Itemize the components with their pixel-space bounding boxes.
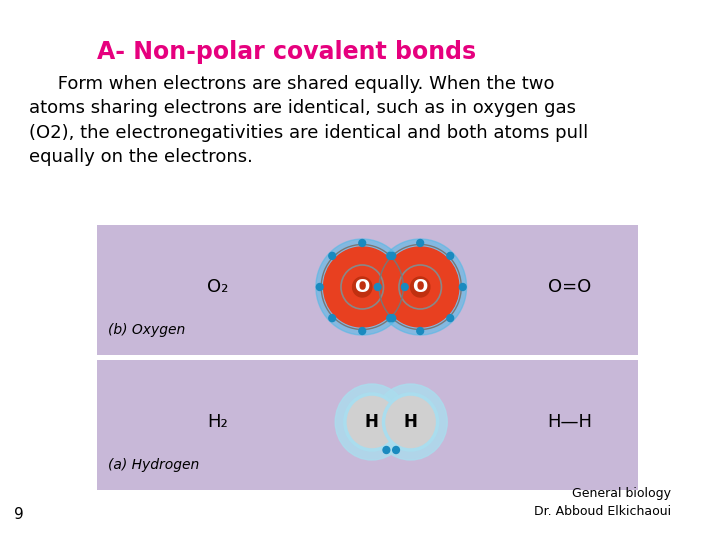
Circle shape (387, 252, 394, 259)
Circle shape (447, 252, 454, 259)
Circle shape (392, 447, 400, 454)
Circle shape (353, 277, 372, 297)
Circle shape (374, 284, 381, 291)
Circle shape (382, 247, 459, 327)
Circle shape (459, 284, 466, 291)
Text: H—H: H—H (547, 413, 593, 431)
Circle shape (345, 394, 399, 450)
Circle shape (329, 315, 336, 322)
Circle shape (447, 315, 454, 322)
Text: (a) Hydrogen: (a) Hydrogen (108, 458, 199, 472)
Circle shape (417, 240, 423, 246)
Circle shape (387, 315, 394, 322)
Circle shape (359, 327, 366, 334)
Circle shape (384, 394, 438, 450)
Circle shape (329, 252, 336, 259)
Text: O: O (355, 278, 370, 296)
Text: Form when electrons are shared equally. When the two
atoms sharing electrons are: Form when electrons are shared equally. … (29, 75, 588, 166)
Circle shape (417, 327, 423, 334)
Circle shape (374, 384, 447, 460)
Text: O: O (413, 278, 428, 296)
Circle shape (389, 252, 396, 259)
Text: (b) Oxygen: (b) Oxygen (108, 323, 186, 337)
Text: 9: 9 (14, 507, 24, 522)
Text: General biology
Dr. Abboud Elkichaoui: General biology Dr. Abboud Elkichaoui (534, 487, 671, 518)
Circle shape (410, 277, 430, 297)
Text: H₂: H₂ (207, 413, 228, 431)
Circle shape (383, 447, 390, 454)
Text: H: H (365, 413, 379, 431)
FancyBboxPatch shape (96, 360, 637, 490)
Text: H: H (404, 413, 418, 431)
Circle shape (389, 315, 396, 322)
Text: A- Non-polar covalent bonds: A- Non-polar covalent bonds (96, 40, 476, 64)
Text: O₂: O₂ (207, 278, 228, 296)
Circle shape (401, 284, 408, 291)
Circle shape (374, 239, 467, 335)
FancyBboxPatch shape (96, 225, 637, 355)
Circle shape (323, 247, 401, 327)
Circle shape (316, 239, 409, 335)
Circle shape (316, 284, 323, 291)
Circle shape (336, 384, 409, 460)
Circle shape (359, 240, 366, 246)
Text: O=O: O=O (549, 278, 592, 296)
